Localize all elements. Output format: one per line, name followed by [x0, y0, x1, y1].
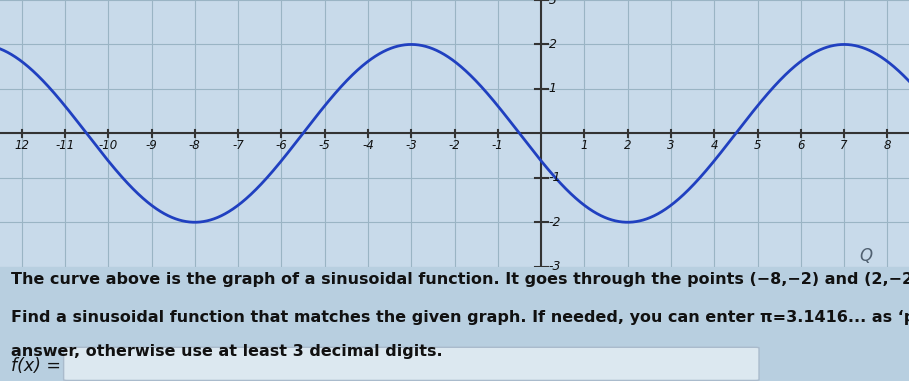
- Text: 3: 3: [667, 139, 674, 152]
- Text: Find a sinusoidal function that matches the given graph. If needed, you can ente: Find a sinusoidal function that matches …: [11, 310, 909, 325]
- Text: answer, otherwise use at least 3 decimal digits.: answer, otherwise use at least 3 decimal…: [11, 344, 443, 359]
- Text: 4: 4: [711, 139, 718, 152]
- Text: -2: -2: [549, 216, 562, 229]
- Text: 2: 2: [624, 139, 632, 152]
- Text: 1: 1: [549, 82, 557, 95]
- Text: -7: -7: [232, 139, 244, 152]
- Text: Q: Q: [859, 247, 873, 264]
- Text: 3: 3: [549, 0, 557, 6]
- Text: 1: 1: [581, 139, 588, 152]
- Text: -6: -6: [275, 139, 287, 152]
- Text: -10: -10: [98, 139, 118, 152]
- Text: -3: -3: [405, 139, 417, 152]
- Text: -5: -5: [319, 139, 331, 152]
- Text: -4: -4: [362, 139, 374, 152]
- Text: -1: -1: [549, 171, 562, 184]
- Text: 7: 7: [840, 139, 848, 152]
- Text: 6: 6: [797, 139, 804, 152]
- Text: 5: 5: [754, 139, 761, 152]
- Text: The curve above is the graph of a sinusoidal function. It goes through the point: The curve above is the graph of a sinuso…: [11, 272, 909, 287]
- Text: -3: -3: [549, 260, 562, 273]
- Text: -11: -11: [55, 139, 75, 152]
- Text: -2: -2: [449, 139, 460, 152]
- Text: f(x) =: f(x) =: [11, 357, 61, 375]
- Text: -8: -8: [189, 139, 201, 152]
- Text: -9: -9: [145, 139, 157, 152]
- Text: 8: 8: [884, 139, 891, 152]
- Text: 12: 12: [15, 139, 29, 152]
- Text: -1: -1: [492, 139, 504, 152]
- Text: 2: 2: [549, 38, 557, 51]
- FancyBboxPatch shape: [64, 347, 759, 380]
